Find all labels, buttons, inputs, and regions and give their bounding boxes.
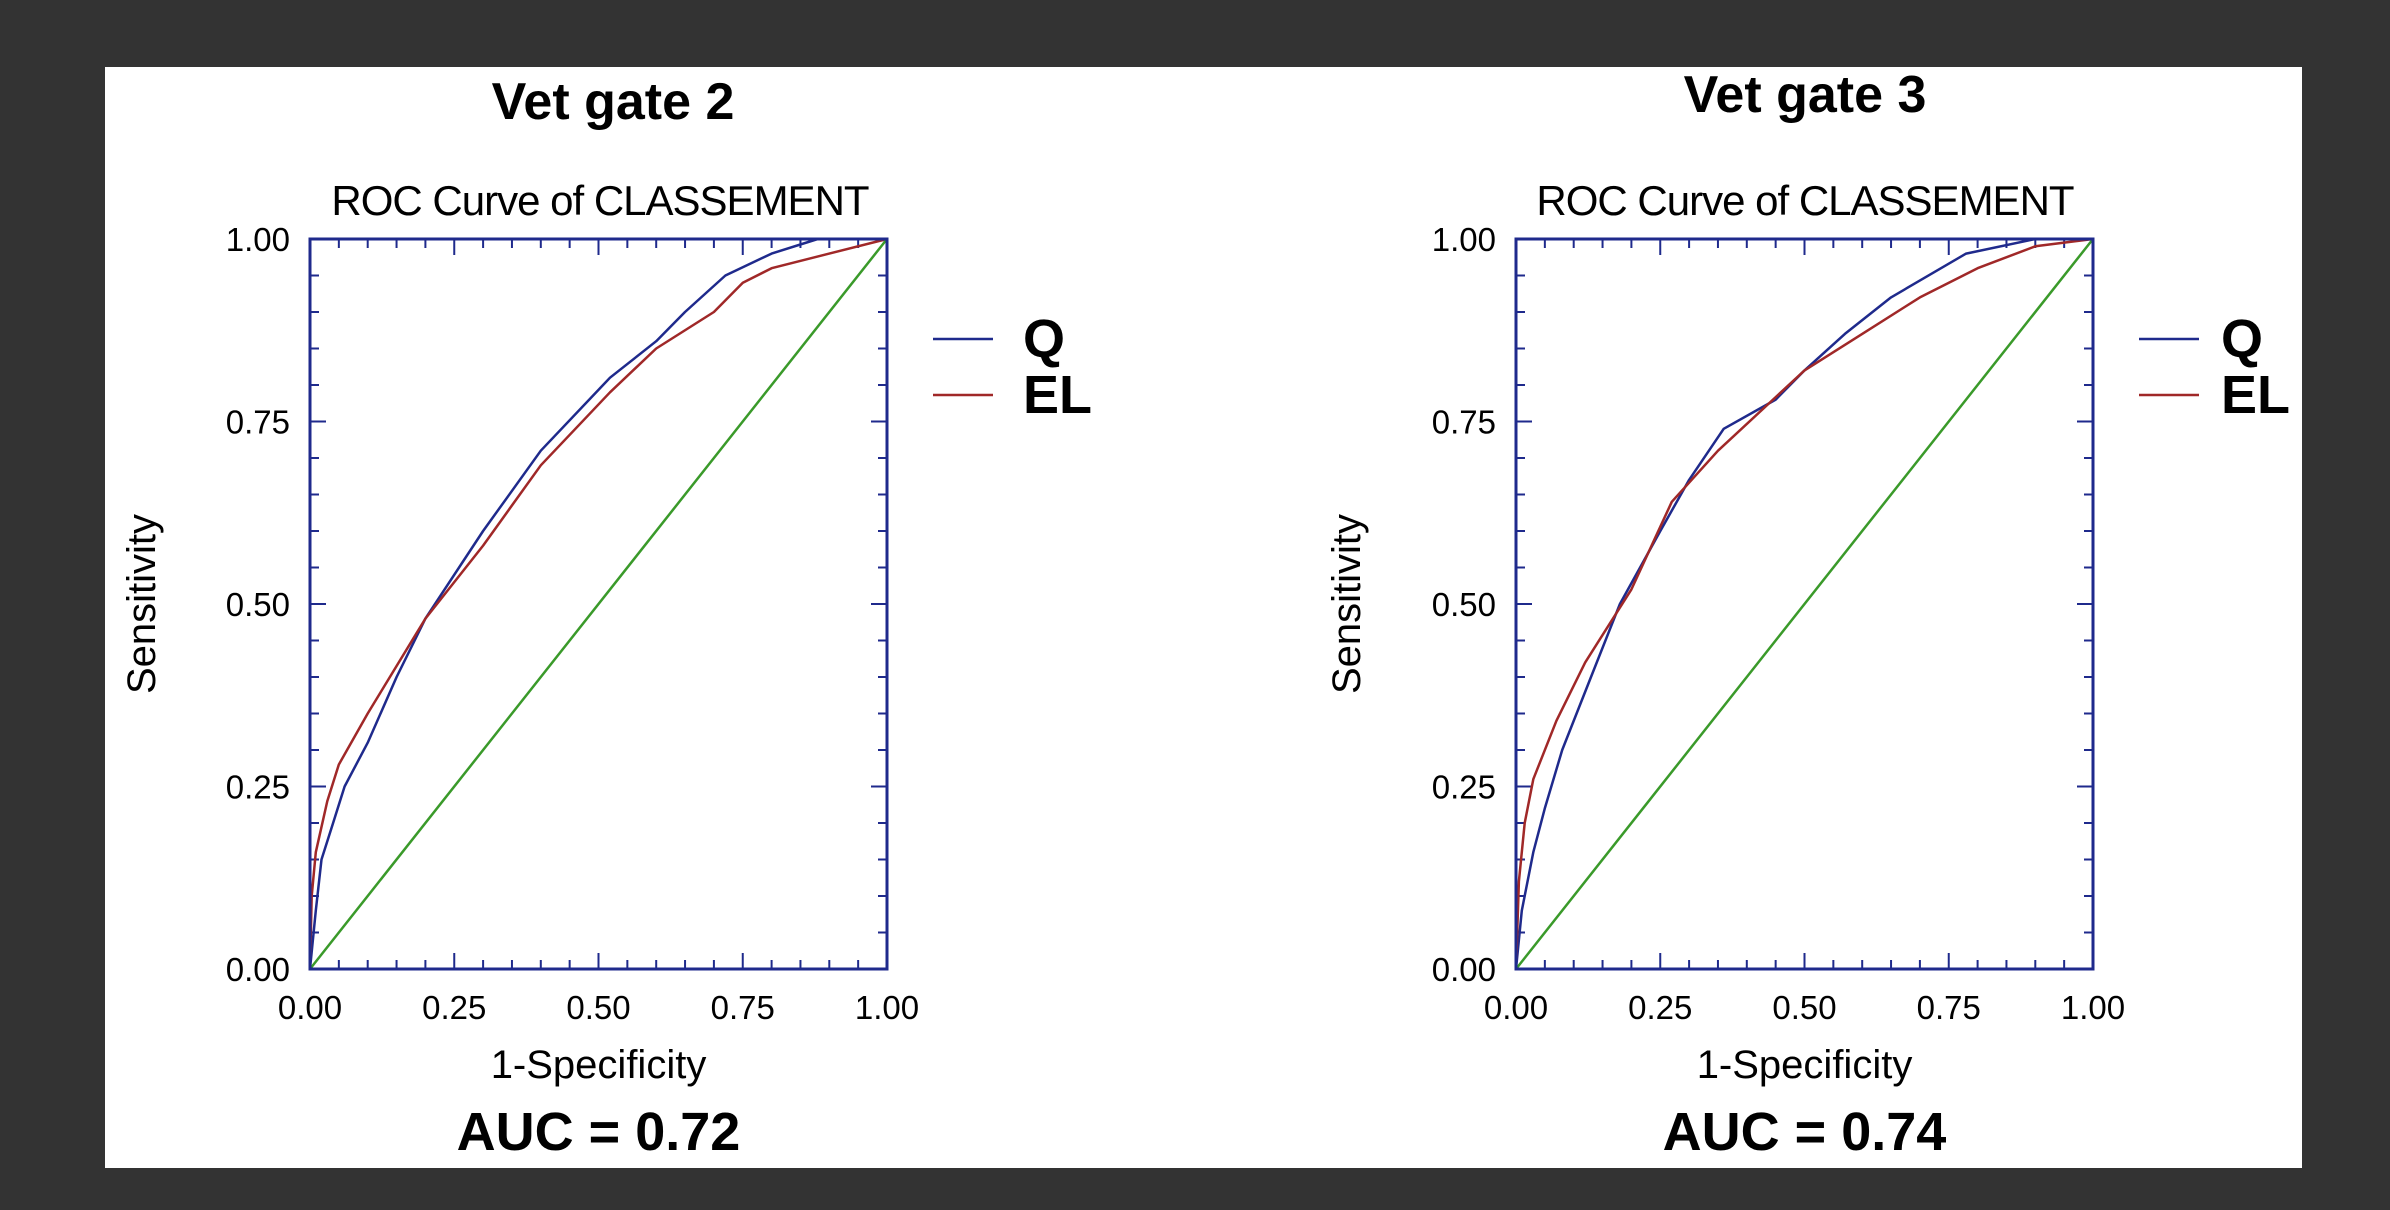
roc-chart-figure: Vet gate 2 ROC Curve of CLASSEMENT 0.00 0.2…: [120, 67, 2290, 1162]
chart1-auc-annotation: AUC = 0.72: [457, 1102, 741, 1162]
chart1-legend-label-q: Q: [1023, 309, 1065, 369]
chart2-y-tick-label: 0.75: [1432, 404, 1496, 441]
chart2-legend-label-q: Q: [2221, 309, 2263, 369]
chart1-reference-diagonal-line: [309, 238, 888, 970]
chart2-title: ROC Curve of CLASSEMENT: [1536, 177, 2073, 224]
chart2-y-tick-label: 1.00: [1432, 221, 1496, 258]
chart2-x-tick-label: 0.00: [1484, 989, 1548, 1026]
chart2-y-tick-label: 0.00: [1432, 951, 1496, 988]
chart2-x-axis-label: 1-Specificity: [1697, 1043, 1913, 1087]
chart1-series-q-line: [308, 237, 887, 970]
chart2-x-tick-label: 0.25: [1628, 989, 1692, 1026]
chart2-x-tick-label: 0.50: [1772, 989, 1836, 1026]
chart2-heading: Vet gate 3: [1684, 67, 1927, 124]
chart2-y-tick-label: 0.50: [1432, 586, 1496, 623]
chart1-series-el-line: [308, 237, 888, 970]
chart2-y-axis-label: Sensitivity: [1325, 514, 1369, 694]
chart-panel: Vet gate 2 ROC Curve of CLASSEMENT 0.00 0.2…: [105, 67, 2302, 1168]
chart1-y-tick-label: 0.00: [226, 951, 290, 988]
chart1-x-tick-label: 1.00: [855, 989, 919, 1026]
chart2-auc-annotation: AUC = 0.74: [1663, 1102, 1947, 1162]
chart1-y-axis-label: Sensitivity: [120, 514, 164, 694]
chart2-series-el-line: [1514, 237, 2094, 970]
chart1-x-tick-label: 0.00: [278, 989, 342, 1026]
chart1-y-tick-label: 1.00: [226, 221, 290, 258]
chart2-series-q-line: [1514, 237, 2093, 970]
chart1-plot-frame: [308, 237, 889, 971]
chart2-x-tick-label: 0.75: [1917, 989, 1981, 1026]
chart1-heading: Vet gate 2: [492, 73, 735, 131]
chart1-legend-label-el: EL: [1023, 365, 1092, 425]
chart1-x-tick-label: 0.50: [566, 989, 630, 1026]
chart2-plot-frame: [1514, 237, 2095, 971]
chart1-y-tick-label: 0.25: [226, 769, 290, 806]
chart1-y-tick-label: 0.75: [226, 404, 290, 441]
chart2-legend-label-el: EL: [2221, 365, 2290, 425]
chart2-y-tick-label: 0.25: [1432, 769, 1496, 806]
chart1-title: ROC Curve of CLASSEMENT: [331, 177, 868, 224]
chart1-x-tick-label: 0.25: [422, 989, 486, 1026]
chart1-x-tick-label: 0.75: [711, 989, 775, 1026]
chart1-x-axis-label: 1-Specificity: [491, 1043, 707, 1087]
chart2-reference-diagonal-line: [1515, 238, 2094, 970]
chart2-x-tick-label: 1.00: [2061, 989, 2125, 1026]
chart1-y-tick-label: 0.50: [226, 586, 290, 623]
